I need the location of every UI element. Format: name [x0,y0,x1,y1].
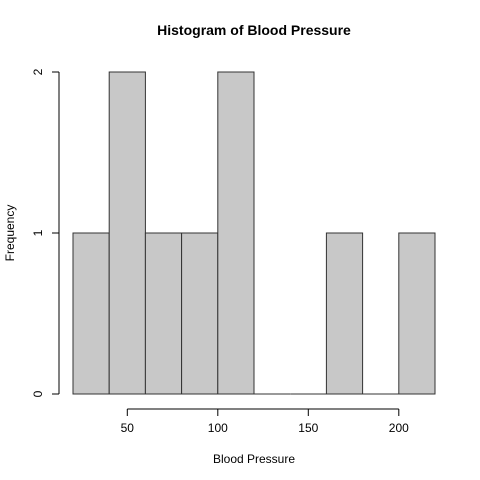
x-tick-label: 100 [208,421,228,435]
histogram-bar [217,71,255,395]
y-tick-label: 0 [31,390,45,397]
y-axis-label: Frequency [3,205,17,262]
x-axis: 50 100 150 200 [121,408,409,435]
x-axis-label: Blood Pressure [213,452,295,466]
histogram-bar [144,232,183,395]
y-tick-label: 2 [31,68,45,75]
histogram-bar [108,71,146,395]
bars-group [72,71,436,395]
y-tick-label: 1 [31,229,45,236]
histogram-bar [72,232,110,395]
x-tick-label: 200 [389,421,409,435]
x-tick-label: 150 [298,421,318,435]
y-axis: 0 1 2 [31,68,60,397]
histogram-bar [325,232,364,395]
x-tick-label: 50 [121,421,135,435]
chart-title: Histogram of Blood Pressure [157,22,351,38]
histogram-bar [398,232,436,395]
histogram-bar [181,232,219,395]
